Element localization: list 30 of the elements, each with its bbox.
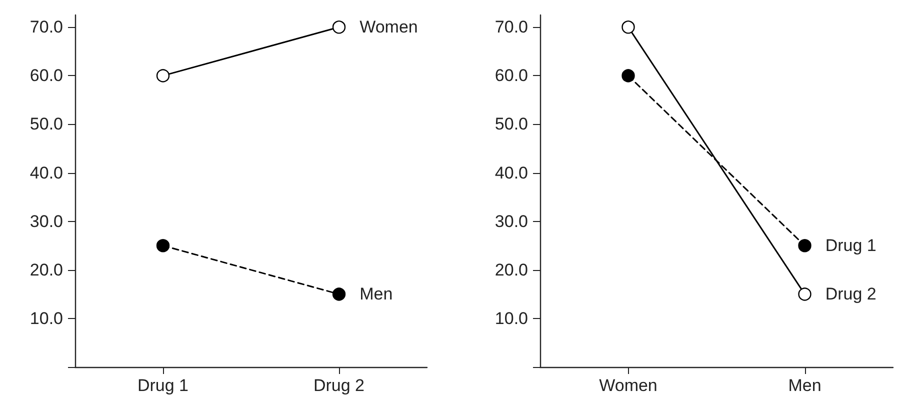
series-label: Women — [360, 18, 418, 37]
y-tick-label: 70.0 — [30, 18, 63, 37]
series-label: Drug 2 — [825, 284, 876, 304]
x-tick-label: Drug 2 — [313, 376, 365, 395]
point — [622, 20, 635, 34]
y-tick-label: 40.0 — [30, 163, 63, 182]
y-tick-label: 10.0 — [30, 308, 63, 328]
y-tick-label: 40.0 — [494, 163, 528, 182]
point — [622, 69, 635, 82]
x-tick-label: Men — [788, 376, 822, 395]
x-tick-label: Women — [599, 376, 658, 395]
y-tick-label: 60.0 — [30, 66, 63, 86]
y-tick-label: 50.0 — [30, 114, 63, 134]
series-label: Men — [360, 284, 393, 304]
y-tick-label: 60.0 — [494, 66, 528, 86]
point — [156, 239, 170, 252]
y-tick-label: 10.0 — [494, 308, 528, 328]
y-tick-label: 50.0 — [494, 114, 528, 134]
series-label: Drug 1 — [825, 236, 876, 256]
y-tick-label: 20.0 — [494, 260, 528, 280]
x-tick-label: Drug 1 — [137, 376, 189, 395]
point — [332, 20, 346, 34]
point — [798, 239, 812, 252]
y-tick-label: 20.0 — [30, 260, 63, 280]
point — [332, 288, 346, 301]
point — [798, 288, 812, 301]
y-tick-label: 70.0 — [494, 18, 528, 37]
y-tick-label: 30.0 — [494, 212, 528, 231]
point — [156, 69, 170, 82]
y-tick-label: 30.0 — [30, 212, 63, 231]
